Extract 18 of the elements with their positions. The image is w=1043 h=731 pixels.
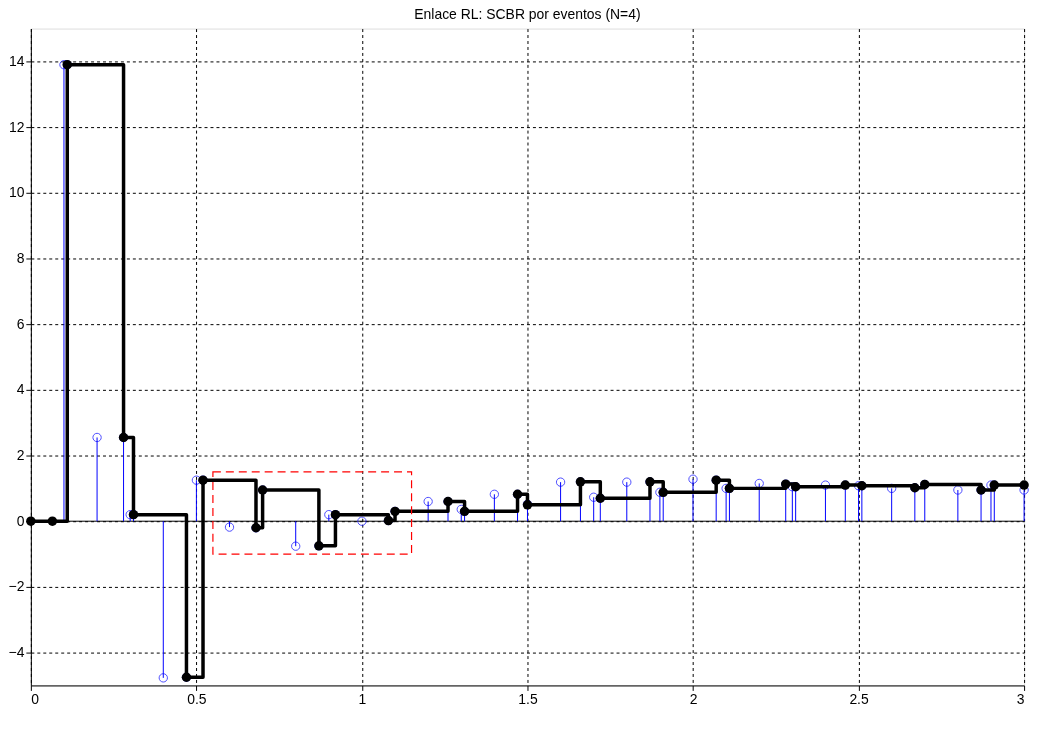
x-tick-label: 0 bbox=[31, 690, 40, 707]
y-tick-label: 12 bbox=[8, 118, 25, 135]
y-tick-label: 10 bbox=[8, 184, 25, 201]
x-tick-label: 0.5 bbox=[187, 690, 207, 707]
x-tick-label: 2 bbox=[689, 690, 698, 707]
y-tick-label: −2 bbox=[8, 578, 25, 595]
x-tick-label: 2.5 bbox=[849, 690, 869, 707]
y-tick-label: 14 bbox=[8, 52, 25, 69]
chart-title: Enlace RL: SCBR por eventos (N=4) bbox=[414, 5, 641, 22]
y-tick-label: −4 bbox=[8, 644, 25, 661]
y-tick-label: 0 bbox=[16, 512, 25, 529]
y-tick-label: 6 bbox=[16, 315, 25, 332]
y-tick-label: 2 bbox=[16, 447, 25, 464]
x-tick-label: 3 bbox=[1016, 690, 1025, 707]
y-tick-label: 8 bbox=[16, 249, 25, 266]
x-tick-label: 1.5 bbox=[518, 690, 538, 707]
y-tick-label: 4 bbox=[16, 381, 25, 398]
x-tick-label: 1 bbox=[358, 690, 367, 707]
